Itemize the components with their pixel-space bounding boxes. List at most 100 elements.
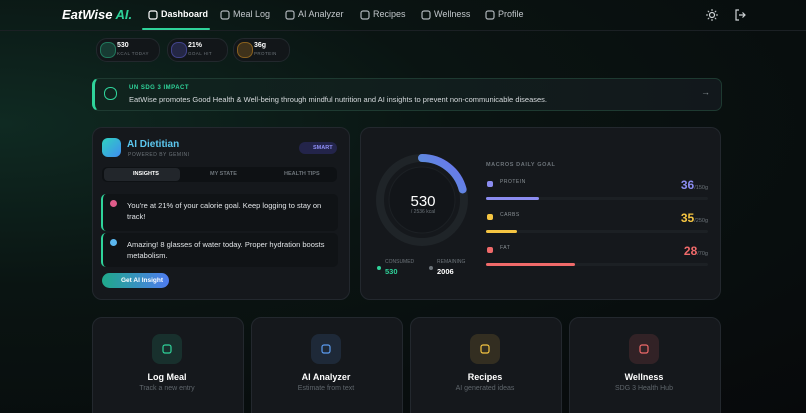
- insight-icon: [110, 200, 117, 207]
- macro-name: FAT: [500, 245, 511, 251]
- action-icon: [639, 344, 649, 354]
- macro-track: [486, 263, 708, 266]
- macro-figure: 36/150g: [681, 178, 708, 192]
- nav-item[interactable]: AI Analyzer: [298, 9, 344, 19]
- nav-icon: [485, 10, 495, 20]
- tab[interactable]: HEALTH TIPS: [284, 171, 320, 177]
- macro-value: 28: [683, 244, 698, 258]
- macro-icon: [487, 247, 493, 253]
- tab-active: [104, 168, 180, 181]
- logo: EatWise AI.: [62, 7, 133, 22]
- insight-icon: [110, 239, 117, 246]
- consumed-value: 530: [385, 267, 398, 276]
- nav-active-underline: [142, 28, 210, 30]
- icon-shape: [480, 344, 490, 354]
- dietitian-subtitle: POWERED BY GEMINI: [128, 152, 190, 158]
- consumed-dot: [377, 266, 381, 270]
- calorie-value: 530: [410, 193, 436, 210]
- icon-shape: [321, 344, 331, 354]
- action-title: AI Analyzer: [301, 372, 351, 382]
- logo-accent: AI.: [115, 7, 133, 22]
- icon-shape: [148, 10, 158, 20]
- nav-divider: [0, 30, 806, 31]
- action-card[interactable]: [410, 317, 562, 413]
- icon-shape: [421, 10, 431, 20]
- icon-shape: [162, 344, 172, 354]
- macro-name: PROTEIN: [500, 179, 526, 185]
- macro-icon: [487, 181, 493, 187]
- insight-card: [101, 194, 338, 231]
- icon-shape: [639, 344, 649, 354]
- insight-text: You're at 21% of your calorie goal. Keep…: [127, 201, 322, 221]
- nav-icon: [421, 10, 431, 20]
- stat-label: PROTEIN: [254, 51, 277, 56]
- icon-shape: [360, 10, 370, 20]
- nav-item[interactable]: Meal Log: [233, 9, 271, 19]
- action-icon-bg: [470, 334, 500, 364]
- nav-item[interactable]: Dashboard: [161, 9, 209, 19]
- stat-icon: [237, 42, 253, 58]
- smart-badge-text: SMART: [313, 145, 333, 151]
- action-subtitle: SDG 3 Health Hub: [615, 385, 673, 392]
- action-icon-bg: [629, 334, 659, 364]
- macro-bar: [486, 263, 575, 266]
- dietitian-avatar: [102, 138, 121, 157]
- action-subtitle: AI generated ideas: [455, 385, 515, 392]
- action-card[interactable]: [251, 317, 403, 413]
- nav-item[interactable]: Recipes: [373, 9, 406, 19]
- stat-value: 21%: [188, 42, 203, 49]
- insight-card: [101, 233, 338, 267]
- macro-track: [486, 197, 708, 200]
- macros-title: MACROS DAILY GOAL: [486, 162, 556, 168]
- nav-item[interactable]: Wellness: [434, 9, 471, 19]
- tab[interactable]: INSIGHTS: [133, 171, 159, 177]
- macro-bar: [486, 230, 518, 233]
- macro-value: 35: [680, 211, 695, 225]
- theme-toggle[interactable]: [706, 9, 718, 21]
- action-title: Log Meal: [147, 372, 187, 382]
- macro-value: 36: [680, 178, 695, 192]
- stat-icon: [171, 42, 187, 58]
- banner-icon: [104, 87, 117, 100]
- action-icon: [162, 344, 172, 354]
- macro-track: [486, 230, 708, 233]
- macro-goal: /150g: [694, 185, 708, 191]
- stat-value: 530: [117, 42, 129, 49]
- action-subtitle: Estimate from text: [297, 385, 355, 392]
- banner-arrow[interactable]: →: [701, 87, 710, 97]
- smart-badge: [299, 142, 337, 154]
- stat-label: GOAL HIT: [188, 51, 213, 56]
- logout-button[interactable]: [734, 9, 746, 21]
- ring-inner: [388, 166, 456, 234]
- action-title: Recipes: [467, 372, 503, 382]
- stat-value: 36g: [254, 42, 267, 49]
- nav-icon: [148, 10, 158, 20]
- macro-figure: 35/250g: [681, 211, 708, 225]
- action-icon-bg: [152, 334, 182, 364]
- consumed-label: CONSUMED: [385, 259, 415, 265]
- calorie-ring: [376, 154, 468, 246]
- macro-figure: 28/70g: [684, 244, 708, 258]
- stat-icon: [100, 42, 116, 58]
- nav-item[interactable]: Profile: [498, 9, 524, 19]
- remaining-value: 2006: [437, 267, 454, 276]
- insight-button[interactable]: [102, 273, 169, 288]
- icon-shape: [485, 10, 495, 20]
- macro-goal: /250g: [694, 218, 708, 224]
- nav-icon: [285, 10, 295, 20]
- macro-goal: /70g: [697, 251, 708, 257]
- sdg-banner: [92, 78, 722, 111]
- action-card[interactable]: [92, 317, 244, 413]
- tab[interactable]: MY STATE: [210, 171, 237, 177]
- icon-shape: [285, 10, 295, 20]
- action-subtitle: Track a new entry: [139, 385, 195, 392]
- nav-icon: [360, 10, 370, 20]
- action-card[interactable]: [569, 317, 721, 413]
- calorie-goal: / 2536 kcal: [410, 209, 436, 215]
- insight-text: Amazing! 8 glasses of water today. Prope…: [127, 240, 325, 260]
- dietitian-title: AI Dietitian: [127, 139, 180, 150]
- banner-title: UN SDG 3 IMPACT: [129, 85, 190, 91]
- remaining-dot: [429, 266, 433, 270]
- banner-text: EatWise promotes Good Health & Well-bein…: [129, 95, 548, 104]
